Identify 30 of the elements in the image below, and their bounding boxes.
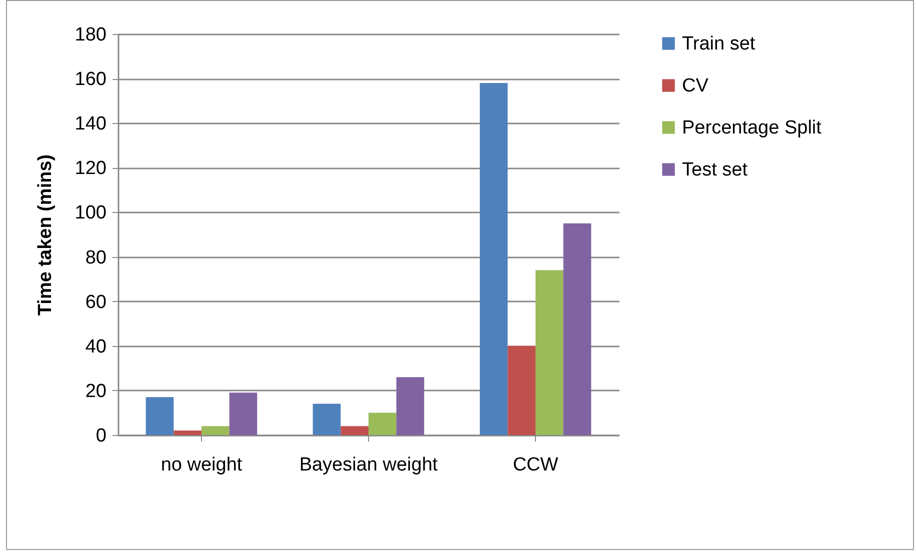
bar bbox=[396, 377, 424, 435]
bar bbox=[368, 412, 396, 435]
legend-label: Train set bbox=[682, 34, 756, 54]
bar bbox=[146, 397, 174, 435]
y-tick-label: 60 bbox=[85, 292, 106, 313]
y-tick-label: 80 bbox=[85, 247, 106, 268]
bar bbox=[480, 83, 508, 435]
bar bbox=[229, 392, 258, 435]
legend-label: CV bbox=[682, 76, 709, 96]
y-tick-label: 100 bbox=[74, 202, 106, 224]
legend-label: Percentage Split bbox=[682, 118, 822, 138]
y-tick-label: 120 bbox=[74, 158, 106, 180]
x-tick-label: no weight bbox=[160, 454, 243, 476]
y-tick-label: 40 bbox=[85, 336, 106, 358]
y-tick-label: 0 bbox=[96, 426, 106, 446]
bar bbox=[202, 426, 230, 435]
bar bbox=[508, 346, 536, 435]
bar bbox=[563, 223, 592, 435]
y-tick-label: 160 bbox=[74, 69, 106, 90]
bar bbox=[536, 270, 564, 435]
bar bbox=[174, 430, 202, 435]
legend-label: Test set bbox=[682, 160, 748, 180]
bar bbox=[340, 426, 368, 435]
y-tick-label: 140 bbox=[74, 114, 106, 135]
y-axis-title: Time taken (mins) bbox=[34, 154, 56, 316]
x-tick-label: CCW bbox=[512, 454, 558, 476]
bar bbox=[312, 404, 341, 435]
y-tick-label: 180 bbox=[74, 24, 106, 46]
y-tick-label: 20 bbox=[85, 380, 106, 402]
x-tick-label: Bayesian weight bbox=[299, 454, 438, 476]
